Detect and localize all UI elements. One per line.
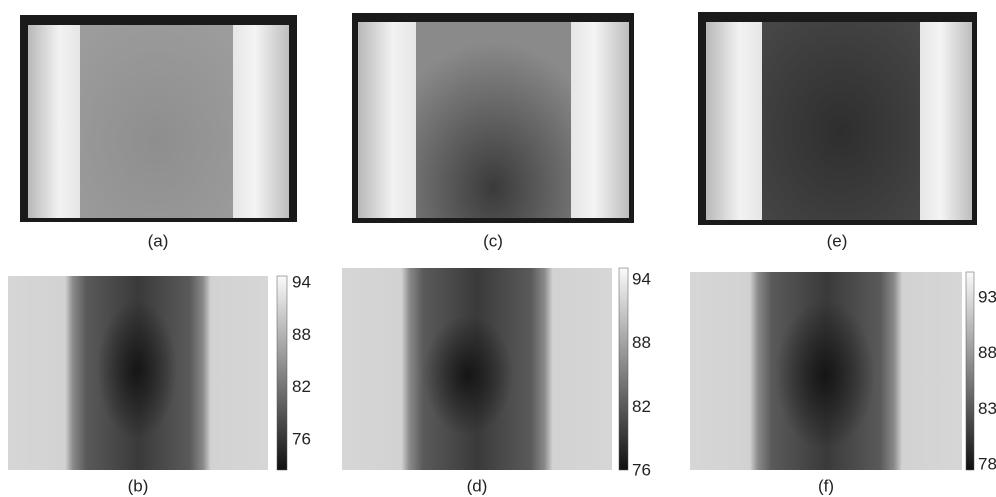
photo-e	[698, 12, 977, 225]
photo-c	[352, 13, 634, 223]
colorbar-tick-label: 76	[292, 429, 311, 448]
panel-label: (e)	[827, 231, 848, 250]
panel-label: (b)	[128, 476, 149, 495]
colorbar-tick-label: 94	[292, 272, 311, 291]
colorbar-tick-label: 76	[632, 460, 651, 479]
colorbar-tick-label: 78	[978, 454, 996, 473]
contour-b	[8, 276, 287, 470]
colorbar-tick-label: 88	[632, 333, 651, 352]
colorbar-tick-label: 88	[978, 343, 996, 362]
panel-label: (c)	[483, 231, 503, 250]
colorbar-tick-label: 93	[978, 287, 996, 306]
panel-label: (f)	[818, 476, 834, 495]
colorbar-tick-label: 83	[978, 399, 996, 418]
contour-f	[690, 272, 974, 470]
panel-label: (a)	[148, 231, 169, 250]
contour-d	[342, 268, 628, 470]
colorbar-tick-label: 82	[632, 397, 651, 416]
colorbar-tick-label: 94	[632, 269, 651, 288]
colorbar-tick-label: 82	[292, 377, 311, 396]
colorbar-tick-label: 88	[292, 325, 311, 344]
figure: (a) (c) (e) (b) (d) (f) 94 88 82 76 94 88 82 76 93 88 83…	[0, 0, 996, 497]
photo-a	[20, 15, 297, 222]
panel-label: (d)	[467, 476, 488, 495]
